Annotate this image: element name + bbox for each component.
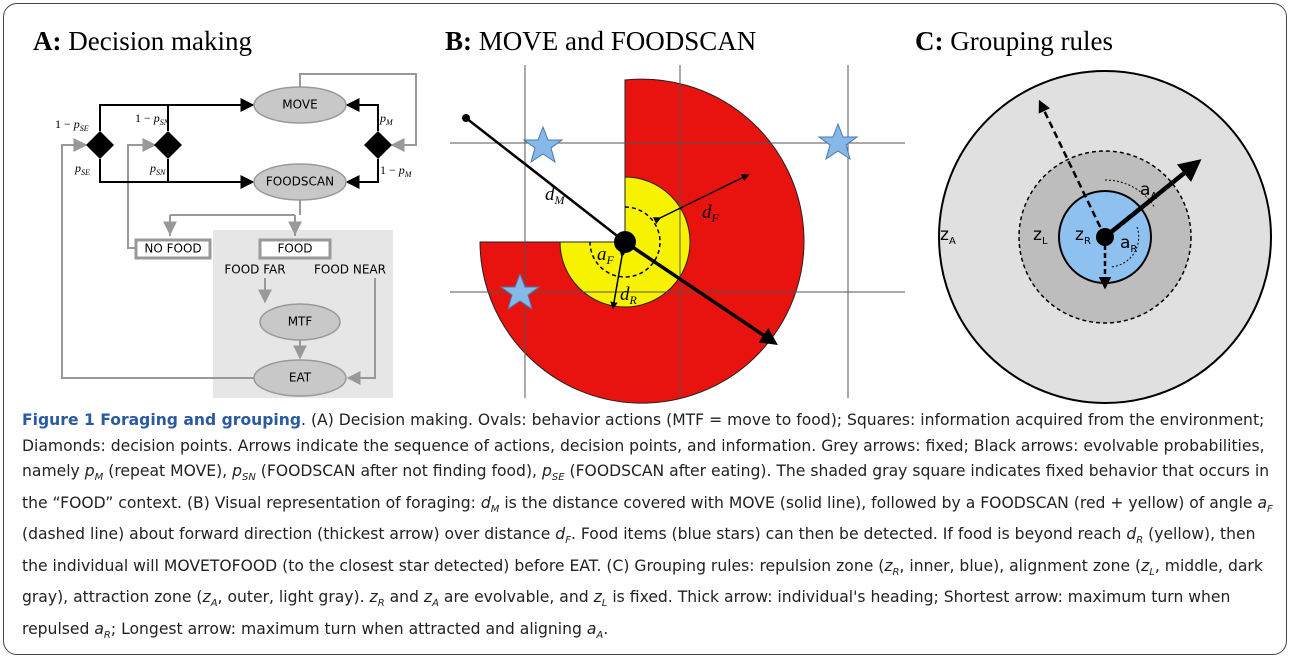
caption-run: (repeat MOVE), <box>103 462 233 480</box>
caption-run: F <box>565 535 571 547</box>
probability-label: pSN <box>149 161 166 177</box>
caption-run: is the distance covered with MOVE (solid… <box>499 493 1258 512</box>
caption-run: (FOODSCAN after eating). The shaded gray… <box>22 462 1270 512</box>
caption-run: . (A) Decision making. Ovals: behavior a… <box>22 411 1265 480</box>
probability-label: 1 − pSE <box>55 117 89 133</box>
caption-run: a <box>1257 493 1268 512</box>
node-label: NO FOOD <box>144 242 201 256</box>
caption-run: SE <box>551 472 565 484</box>
node-label: MTF <box>288 315 313 329</box>
caption-run: L <box>601 598 608 610</box>
caption-run: R <box>103 630 111 642</box>
variable-label: dF <box>702 202 720 225</box>
panel-a: MOVE FOODSCAN NO FOOD FOOD FOOD FAR FOOD… <box>55 73 417 398</box>
caption-run: (dashed line) about forward direction (t… <box>22 525 556 544</box>
zone-label: zA <box>940 225 956 247</box>
panel-c: zA zL zR aA aR <box>938 70 1272 404</box>
caption-run: . <box>603 620 609 639</box>
caption-run: ; Longest arrow: maximum turn when attra… <box>110 620 587 639</box>
caption-run: is fixed. Thick arrow: individual's head… <box>22 588 1231 639</box>
caption-run: z <box>202 588 211 607</box>
caption-run: Figure 1 Foraging and grouping <box>22 411 302 429</box>
caption-run: R <box>892 566 900 578</box>
probability-label: pM <box>379 111 394 127</box>
probability-label: 1 − pSN <box>135 111 170 127</box>
caption-run: A <box>432 598 439 610</box>
angle-label: aR <box>1120 233 1137 255</box>
probability-label: pSE <box>74 161 90 177</box>
caption-run: R <box>1136 535 1144 547</box>
caption-run: and <box>384 588 424 607</box>
caption-run: . Food items (blue stars) can then be de… <box>570 525 1127 544</box>
caption-run: A <box>596 630 604 642</box>
caption-run: A <box>210 598 218 610</box>
panel-title: A: Decision making <box>33 26 252 56</box>
figure: A: Decision making B: MOVE and FOODSCAN … <box>33 26 1272 404</box>
caption-run: z <box>1141 556 1150 575</box>
caption: Figure 1 Foraging and grouping. (A) Deci… <box>22 408 1274 649</box>
node-label: FOOD <box>277 242 312 256</box>
zone-label: zR <box>1075 225 1091 247</box>
angle-label: aA <box>1140 180 1157 202</box>
variable-label: aF <box>597 244 615 267</box>
caption-run: R <box>377 598 385 610</box>
panel-b: dM dF aF dR <box>450 65 905 404</box>
caption-run: , outer, light gray). <box>217 588 370 607</box>
caption-run: are evolvable, and <box>438 588 594 607</box>
caption-run: d <box>1126 525 1137 544</box>
node-label: FOODSCAN <box>266 175 334 189</box>
caption-run: L <box>1149 566 1155 578</box>
figure-frame <box>3 3 1287 655</box>
node-label: FOOD FAR <box>224 263 285 277</box>
caption-run: (FOODSCAN after not finding food), <box>255 462 542 480</box>
caption-run: (yellow), then the individual will MOVET… <box>22 525 1256 575</box>
caption-run: p <box>232 462 242 480</box>
variable-label: dM <box>545 184 566 207</box>
node-label: MOVE <box>282 98 317 112</box>
zone-label: zL <box>1033 225 1048 247</box>
caption-run: , middle, dark gray), attraction zone ( <box>22 556 1263 607</box>
caption-run: SN <box>242 472 256 484</box>
caption-run: F <box>1267 503 1273 515</box>
probability-label: 1 − pM <box>380 163 413 179</box>
caption-run: , inner, blue), alignment zone ( <box>899 556 1142 575</box>
caption-run: p <box>84 462 95 480</box>
caption-run: z <box>593 588 602 607</box>
caption-run: M <box>94 472 104 484</box>
panel-title: C: Grouping rules <box>915 26 1113 56</box>
caption-run: p <box>541 462 552 480</box>
caption-run: z <box>369 588 378 607</box>
variable-label: dR <box>620 284 638 307</box>
caption-run: z <box>423 588 433 607</box>
caption-run: a <box>586 620 597 639</box>
caption-run: z <box>884 556 893 575</box>
caption-run: d <box>555 525 566 544</box>
node-label: FOOD NEAR <box>314 263 386 277</box>
node-label: EAT <box>289 371 312 385</box>
caption-run: d <box>480 493 491 512</box>
caption-run: M <box>490 503 500 515</box>
caption-run: a <box>94 620 104 639</box>
panel-title: B: MOVE and FOODSCAN <box>445 26 756 56</box>
